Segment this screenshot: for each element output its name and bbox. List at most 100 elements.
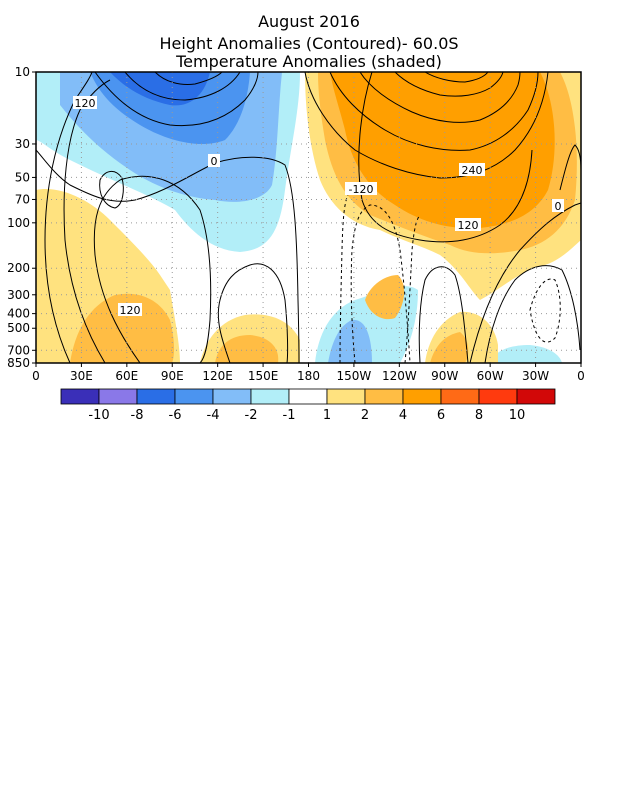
contour-pos-east-4	[394, 72, 504, 97]
contour-pos-east-2	[329, 72, 539, 151]
contour-label-240: 240	[459, 163, 485, 177]
colorbar-label: 1	[323, 408, 331, 423]
x-tick-label: 30W	[522, 369, 549, 383]
chart-subtitle-temperature: Temperature Anomalies (shaded)	[175, 52, 442, 71]
contour-label-text: 120	[75, 97, 96, 110]
shade-warm-2-west	[70, 293, 175, 363]
contour-central-ridge	[217, 263, 289, 363]
colorbar-swatch	[174, 388, 214, 405]
x-tick-label: 150W	[337, 369, 372, 383]
contour-label-neg-120: -120	[345, 182, 377, 196]
colorbar-label: 6	[437, 408, 445, 423]
shade-cool-light-far	[490, 345, 562, 363]
contour-label-east-120: 120	[455, 218, 481, 232]
contour-neg-dashed-far	[529, 278, 561, 343]
contour-label-west-120: 120	[73, 96, 97, 110]
colorbar-swatch	[326, 388, 366, 405]
contour-pos-east-5	[424, 72, 489, 83]
contour-neg-2	[124, 72, 241, 101]
shade-warm-2-farwest	[430, 332, 469, 363]
colorbar-swatch	[402, 388, 442, 405]
x-tick-label: 90E	[161, 369, 184, 383]
x-tick-label: 150E	[248, 369, 279, 383]
chart-title: August 2016	[258, 12, 360, 31]
y-tick-label: 10	[15, 65, 30, 79]
colorbar-label: -8	[131, 408, 144, 423]
contour-label-west-0: 0	[208, 154, 220, 168]
contour-neg-120-dashed	[339, 189, 351, 363]
colorbar-label: 2	[361, 408, 369, 423]
shade-warm-2-pacific	[215, 335, 279, 363]
colorbar-label: -10	[88, 408, 109, 423]
contour-pos-east-deep	[418, 266, 469, 363]
contour-label-east-0: 0	[552, 199, 564, 213]
contour-label-box	[118, 303, 142, 316]
colorbar-swatch	[440, 388, 480, 405]
contour-label-text: 120	[120, 304, 141, 317]
contour-labels: 120 0 120 -120 240 120 0	[73, 96, 564, 317]
colorbar-swatch	[364, 388, 404, 405]
colorbar-swatch	[60, 388, 100, 405]
contour-west-outer	[44, 72, 93, 363]
y-tick-label: 100	[7, 216, 30, 230]
y-tick-label: 30	[15, 137, 30, 151]
colorbar-swatch	[288, 388, 328, 405]
x-tick-label: 60W	[477, 369, 504, 383]
contour-pos-east-3	[359, 72, 521, 123]
x-tick-label: 60E	[115, 369, 138, 383]
contour-label-text: 0	[211, 155, 218, 168]
contour-label-box	[455, 218, 481, 231]
contour-neg-3	[154, 72, 223, 85]
y-tick-label: 400	[7, 307, 30, 321]
contour-neg-dashed-2	[350, 204, 411, 363]
x-tick-label: 120W	[382, 369, 417, 383]
contour-label-box	[552, 199, 564, 212]
colorbar-label: 8	[475, 408, 483, 423]
colorbar-swatch	[136, 388, 176, 405]
chart-subtitle-height: Height Anomalies (Contoured)- 60.0S	[159, 34, 458, 53]
y-tick-label: 300	[7, 288, 30, 302]
contour-label-text: 120	[458, 219, 479, 232]
contour-label-box	[208, 154, 220, 167]
y-tick-label: 700	[7, 343, 30, 357]
contour-label-box	[459, 163, 485, 176]
shade-warm-4-east	[330, 72, 555, 229]
colorbar-swatch	[212, 388, 252, 405]
y-tick-label: 50	[15, 170, 30, 184]
contour-zero-east	[469, 202, 581, 363]
x-tick-label: 90W	[431, 369, 458, 383]
plot-area	[36, 72, 581, 363]
colorbar-label: -1	[283, 408, 296, 423]
colorbar-label: -2	[245, 408, 258, 423]
contour-label-box	[345, 182, 377, 195]
colorbar-label: -4	[207, 408, 220, 423]
contour-west-inner	[93, 175, 212, 363]
x-tick-label: 30E	[70, 369, 93, 383]
colorbar-swatch	[516, 388, 556, 405]
contour-label-southwest-120: 120	[118, 303, 142, 317]
contour-neg-1	[94, 72, 259, 127]
contour-label-text: 240	[462, 164, 483, 177]
contour-zero-east-2	[484, 265, 581, 363]
shade-cool-2-east	[328, 319, 372, 363]
colorbar-swatch	[250, 388, 290, 405]
x-tick-label: 0	[577, 369, 585, 383]
x-tick-label: 120E	[202, 369, 233, 383]
x-tick-label: 0	[32, 369, 40, 383]
shade-cool-6	[110, 72, 210, 106]
contour-pos-east-outer	[358, 72, 533, 243]
y-tick-label: 850	[7, 356, 30, 370]
colorbar-label: 10	[509, 408, 526, 423]
x-axis: 0 30E 60E 90E 120E 150E 180 150W 120W 90W 60W 30W 0	[32, 363, 585, 383]
y-tick-label: 200	[7, 261, 30, 275]
contour-label-text: 0	[555, 200, 562, 213]
contour-label-text: -120	[349, 183, 374, 196]
colorbar-swatch	[478, 388, 518, 405]
colorbar-label: 4	[399, 408, 407, 423]
shade-warm-2-mid	[365, 275, 405, 320]
shade-cool-4	[90, 72, 250, 145]
contour-label-box	[73, 96, 97, 109]
colorbar: -10 -8 -6 -4 -2 -1 1 2 4 6 8 10	[60, 388, 556, 423]
